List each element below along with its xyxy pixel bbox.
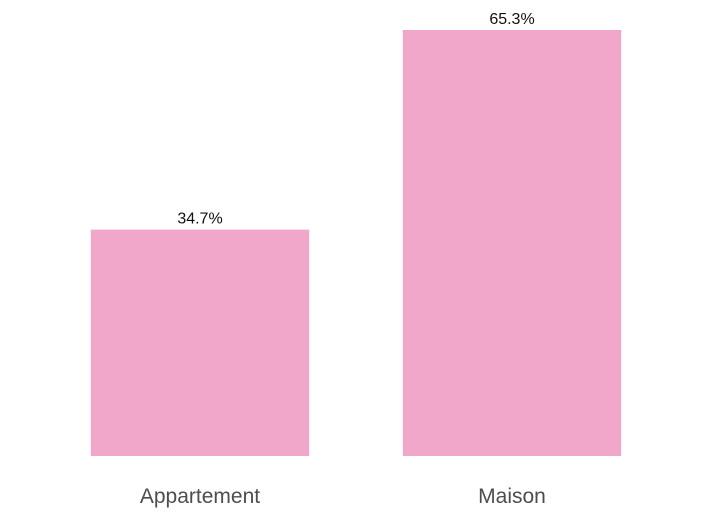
bars-layer [90,30,622,456]
value-labels-layer: 34.7% 65.3% [177,11,534,228]
value-label-appartement: 34.7% [177,211,222,228]
x-tick-label-maison: Maison [478,485,546,508]
bar-appartement [90,229,310,456]
bar-maison [402,30,622,456]
value-label-maison: 65.3% [489,11,534,28]
x-tick-label-appartement: Appartement [140,485,260,508]
x-axis-ticks: Appartement Maison [140,485,546,508]
